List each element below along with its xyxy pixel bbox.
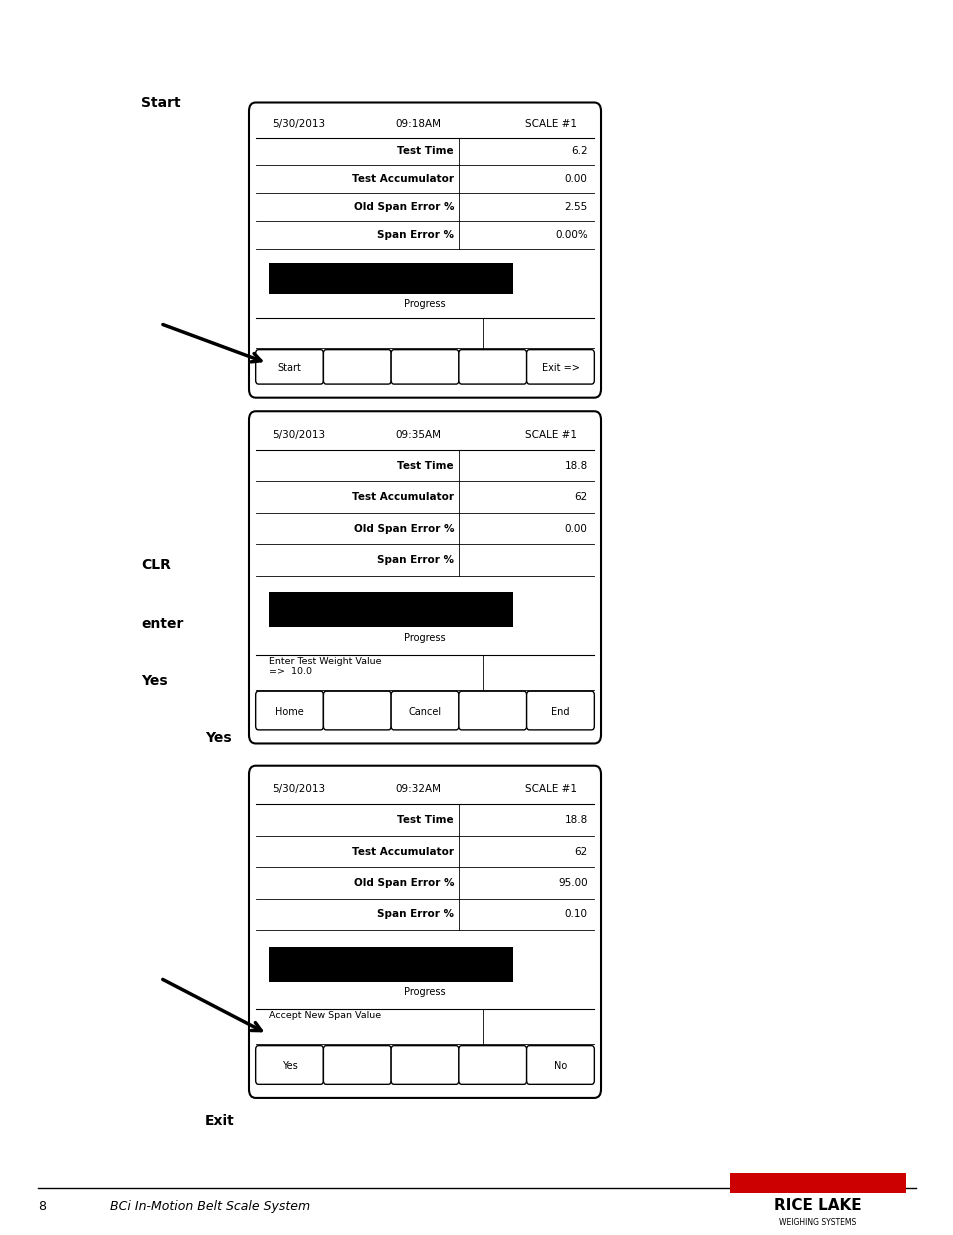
Text: enter: enter <box>141 618 183 631</box>
Text: 6.2: 6.2 <box>571 147 587 157</box>
Text: Test Accumulator: Test Accumulator <box>352 492 454 503</box>
Text: 5/30/2013: 5/30/2013 <box>273 430 325 440</box>
Text: CLR: CLR <box>141 558 171 572</box>
Bar <box>729 1173 905 1193</box>
Text: BCi In-Motion Belt Scale System: BCi In-Motion Belt Scale System <box>110 1200 310 1214</box>
Text: Span Error %: Span Error % <box>376 555 454 566</box>
Text: 95.00: 95.00 <box>558 878 587 888</box>
Text: 0.00%: 0.00% <box>555 230 587 240</box>
Text: Home: Home <box>274 706 304 716</box>
FancyBboxPatch shape <box>323 1046 391 1084</box>
Text: Accept New Span Value: Accept New Span Value <box>269 1011 381 1020</box>
FancyBboxPatch shape <box>269 592 513 627</box>
Text: Test Accumulator: Test Accumulator <box>352 174 454 184</box>
Text: Old Span Error %: Old Span Error % <box>354 524 454 534</box>
Text: 18.8: 18.8 <box>564 815 587 825</box>
Text: 0.00: 0.00 <box>564 524 587 534</box>
Text: 5/30/2013: 5/30/2013 <box>273 120 325 130</box>
Text: Span Error %: Span Error % <box>376 909 454 920</box>
Text: SCALE #1: SCALE #1 <box>525 120 577 130</box>
Text: Yes: Yes <box>205 731 232 745</box>
Text: Test Time: Test Time <box>397 461 454 471</box>
Text: SCALE #1: SCALE #1 <box>525 430 577 440</box>
Text: 2.55: 2.55 <box>564 203 587 212</box>
Text: Yes: Yes <box>141 674 168 688</box>
Text: 62: 62 <box>574 492 587 503</box>
Text: Test Accumulator: Test Accumulator <box>352 846 454 857</box>
Text: WEIGHING SYSTEMS: WEIGHING SYSTEMS <box>779 1218 855 1226</box>
FancyBboxPatch shape <box>526 1046 594 1084</box>
FancyBboxPatch shape <box>458 692 526 730</box>
FancyBboxPatch shape <box>391 1046 458 1084</box>
FancyBboxPatch shape <box>269 263 513 294</box>
Text: Span Error %: Span Error % <box>376 230 454 240</box>
Text: End: End <box>551 706 569 716</box>
Text: 62: 62 <box>574 846 587 857</box>
Text: 09:18AM: 09:18AM <box>395 120 441 130</box>
FancyBboxPatch shape <box>255 350 323 384</box>
FancyBboxPatch shape <box>391 692 458 730</box>
Text: No: No <box>554 1061 566 1071</box>
FancyBboxPatch shape <box>255 1046 323 1084</box>
Text: Exit: Exit <box>205 1114 234 1128</box>
FancyBboxPatch shape <box>458 1046 526 1084</box>
Text: Exit =>: Exit => <box>541 363 578 373</box>
Text: 8: 8 <box>38 1200 46 1214</box>
Text: Old Span Error %: Old Span Error % <box>354 878 454 888</box>
Text: Progress: Progress <box>404 632 445 642</box>
FancyBboxPatch shape <box>323 350 391 384</box>
FancyBboxPatch shape <box>391 350 458 384</box>
Text: 0.00: 0.00 <box>564 174 587 184</box>
Text: Progress: Progress <box>404 299 445 309</box>
Text: Start: Start <box>141 96 181 110</box>
Text: Cancel: Cancel <box>408 706 441 716</box>
Text: SCALE #1: SCALE #1 <box>525 784 577 794</box>
FancyBboxPatch shape <box>249 766 600 1098</box>
Text: 0.10: 0.10 <box>564 909 587 920</box>
FancyBboxPatch shape <box>255 692 323 730</box>
Text: Old Span Error %: Old Span Error % <box>354 203 454 212</box>
Text: 09:35AM: 09:35AM <box>395 430 441 440</box>
Text: Enter Test Weight Value
=>  10.0: Enter Test Weight Value => 10.0 <box>269 657 381 677</box>
Text: Yes: Yes <box>281 1061 297 1071</box>
Text: Test Time: Test Time <box>397 147 454 157</box>
Text: 18.8: 18.8 <box>564 461 587 471</box>
FancyBboxPatch shape <box>249 411 600 743</box>
FancyBboxPatch shape <box>249 103 600 398</box>
Text: Progress: Progress <box>404 987 445 997</box>
FancyBboxPatch shape <box>269 946 513 982</box>
Text: RICE LAKE: RICE LAKE <box>773 1198 861 1213</box>
Text: 5/30/2013: 5/30/2013 <box>273 784 325 794</box>
FancyBboxPatch shape <box>526 692 594 730</box>
FancyBboxPatch shape <box>458 350 526 384</box>
Text: Start: Start <box>277 363 301 373</box>
Text: 09:32AM: 09:32AM <box>395 784 441 794</box>
FancyBboxPatch shape <box>526 350 594 384</box>
Text: Test Time: Test Time <box>397 815 454 825</box>
FancyBboxPatch shape <box>323 692 391 730</box>
